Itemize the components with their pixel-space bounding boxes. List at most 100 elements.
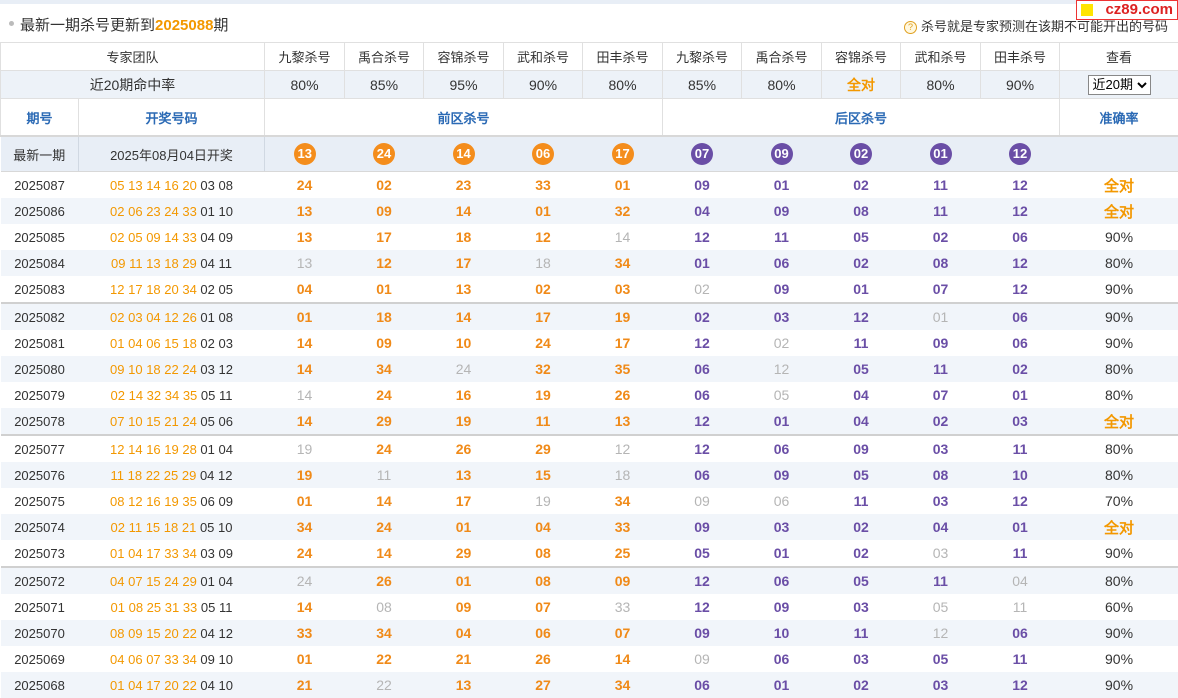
back-kill-cell: 06 [662, 672, 742, 698]
back-kill-number: 08 [932, 255, 949, 271]
back-draw-numbers: 06 09 [200, 493, 233, 509]
draw-numbers: 02 06 23 24 33 01 10 [78, 198, 265, 224]
back-kill-number: 09 [853, 441, 869, 457]
front-kill-cell: 14 [265, 330, 345, 356]
front-kill-cell: 25 [583, 540, 663, 567]
front-kill-number: 02 [535, 281, 551, 297]
back-kill-number: 05 [694, 545, 710, 561]
expert-name[interactable]: 武和杀号 [900, 42, 982, 71]
expert-name[interactable]: 容锦杀号 [423, 42, 505, 71]
expert-name[interactable]: 容锦杀号 [821, 42, 902, 71]
back-kill-number: 11 [933, 573, 948, 589]
front-kill-cell: 19 [504, 488, 583, 514]
front-kill-cell: 14 [345, 540, 424, 567]
back-kill-number: 06 [773, 441, 790, 457]
back-kill-cell: 05 [822, 224, 901, 250]
expert-rate: 85% [344, 70, 425, 99]
back-kill-cell: 06 [980, 620, 1060, 646]
front-kill-number: 32 [614, 203, 631, 219]
draw-numbers: 02 11 15 18 21 05 10 [78, 514, 265, 540]
latest-draw-date: 2025年08月04日开奖 [78, 136, 266, 172]
front-kill-number: 03 [614, 281, 631, 297]
back-kill-cell: 06 [742, 488, 822, 514]
back-kill-cell: 03 [901, 488, 981, 514]
back-kill-number: 06 [1012, 229, 1028, 245]
back-kill-cell: 10 [980, 462, 1060, 488]
front-kill-number: 14 [296, 361, 313, 377]
back-draw-numbers: 04 11 [200, 255, 232, 271]
back-draw-numbers: 01 10 [200, 203, 233, 219]
latest-front-kill: 17 [582, 136, 663, 172]
expert-name[interactable]: 禹合杀号 [741, 42, 823, 71]
back-kill-number: 01 [1012, 519, 1028, 535]
front-kill-number: 19 [455, 413, 472, 429]
latest-back-kill: 12 [980, 136, 1060, 172]
back-kill-number: 11 [933, 203, 948, 219]
front-kill-cell: 21 [264, 672, 345, 698]
front-kill-cell: 14 [264, 408, 345, 435]
front-kill-cell: 14 [265, 382, 345, 408]
site-logo[interactable]: cz89.com [1076, 0, 1178, 20]
front-kill-cell: 17 [583, 330, 663, 356]
front-kill-number: 08 [535, 573, 551, 589]
back-kill-cell: 11 [822, 488, 901, 514]
front-kill-cell: 03 [583, 276, 663, 303]
back-kill-number: 01 [1012, 387, 1028, 403]
title-suffix: 期 [213, 17, 229, 34]
back-kill-cell: 02 [821, 672, 901, 698]
front-kill-number: 29 [376, 413, 392, 429]
expert-name[interactable]: 九黎杀号 [662, 42, 743, 71]
history-row: 2025069 04 06 07 33 34 09 10 01 22 21 26 14 09 0… [1, 646, 1178, 672]
back-kill-cell: 02 [900, 408, 981, 435]
back-kill-cell: 03 [741, 302, 822, 330]
front-kill-number: 01 [296, 651, 313, 667]
back-kill-cell: 12 [663, 594, 742, 620]
expert-rate: 80% [741, 70, 823, 99]
front-kill-cell: 13 [423, 462, 504, 488]
period-cell: 2025085 [14, 229, 65, 245]
history-row: 2025079 02 14 32 34 35 05 11 14 24 16 19 26 06 0… [1, 382, 1178, 408]
draw-numbers: 02 03 04 12 26 01 08 [78, 302, 265, 330]
front-kill-ball: 13 [293, 143, 316, 165]
back-kill-cell: 01 [742, 172, 822, 199]
back-kill-cell: 03 [900, 434, 981, 462]
top-bar: 最新一期杀号更新到2025088期 ? 杀号就是专家预测在该期不可能开出的号码 [0, 4, 1178, 42]
back-kill-cell: 05 [663, 540, 742, 567]
expert-name[interactable]: 田丰杀号 [980, 42, 1061, 71]
period-select[interactable]: 近20期 [1087, 74, 1151, 95]
draw-numbers: 12 14 16 19 28 01 04 [78, 434, 265, 462]
history-row: 2025070 08 09 15 20 22 04 12 33 34 04 06 07 09 1… [0, 620, 1178, 646]
back-kill-number: 03 [853, 651, 869, 667]
front-kill-number: 14 [614, 651, 631, 667]
expert-name[interactable]: 田丰杀号 [582, 42, 664, 71]
back-kill-number: 06 [694, 387, 710, 403]
back-kill-cell: 11 [981, 540, 1060, 567]
front-kill-number: 01 [455, 573, 472, 589]
back-kill-cell: 07 [901, 276, 981, 303]
back-kill-number: 12 [1012, 177, 1028, 193]
expert-name[interactable]: 九黎杀号 [264, 42, 346, 71]
history-row: 2025076 11 18 22 25 29 04 12 19 11 13 15 18 06 0… [0, 462, 1178, 488]
back-kill-cell: 01 [822, 276, 901, 303]
back-kill-cell: 04 [662, 198, 742, 224]
front-kill-cell: 24 [264, 566, 345, 594]
expert-name[interactable]: 禹合杀号 [344, 42, 425, 71]
back-kill-number: 04 [1012, 573, 1028, 589]
front-kill-number: 09 [376, 203, 392, 219]
back-kill-number: 12 [694, 229, 710, 245]
back-kill-number: 12 [932, 625, 949, 641]
back-kill-number: 02 [853, 255, 869, 271]
front-kill-number: 33 [296, 625, 313, 641]
back-kill-cell: 01 [980, 514, 1060, 540]
back-kill-cell: 01 [900, 302, 981, 330]
front-kill-cell: 08 [503, 566, 583, 594]
expert-name[interactable]: 武和杀号 [503, 42, 584, 71]
front-kill-cell: 22 [345, 646, 424, 672]
accuracy-cell: 60% [1060, 594, 1178, 620]
back-kill-cell: 01 [662, 250, 742, 276]
back-kill-number: 12 [1012, 203, 1028, 219]
accuracy-value: 80% [1105, 387, 1134, 403]
expert-rate-row: 近20期命中率 80% 85% 95% 90% 80% 85% 80% 全对 8… [0, 70, 1178, 99]
back-kill-cell: 12 [900, 620, 981, 646]
draw-numbers: 08 09 15 20 22 04 12 [78, 620, 265, 646]
